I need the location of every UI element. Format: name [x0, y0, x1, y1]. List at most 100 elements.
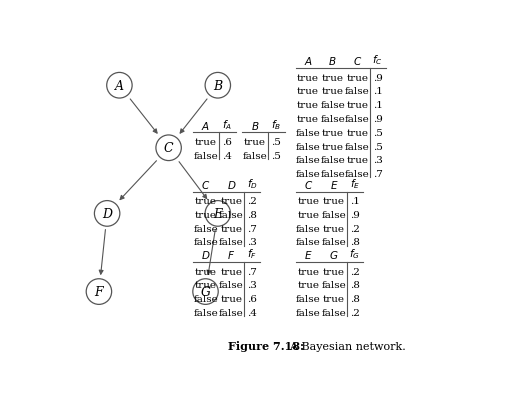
Text: .2: .2: [350, 267, 360, 276]
Text: false: false: [296, 294, 321, 303]
Text: $f_{G}$: $f_{G}$: [349, 247, 360, 261]
Text: false: false: [194, 238, 218, 247]
Text: $B$: $B$: [329, 55, 337, 67]
Text: $f_{F}$: $f_{F}$: [247, 247, 257, 261]
Text: $E$: $E$: [304, 249, 313, 261]
Text: true: true: [323, 294, 345, 303]
Text: false: false: [320, 115, 345, 124]
Text: .8: .8: [350, 281, 360, 290]
Text: F: F: [95, 286, 103, 298]
Text: true: true: [221, 197, 242, 206]
Text: false: false: [219, 211, 244, 220]
Text: $F$: $F$: [227, 249, 235, 261]
Text: .2: .2: [350, 308, 360, 317]
Text: .1: .1: [373, 101, 382, 110]
Text: $D$: $D$: [201, 249, 211, 261]
Text: .6: .6: [248, 294, 257, 303]
Text: false: false: [320, 101, 345, 110]
Text: true: true: [322, 142, 344, 151]
Text: $C$: $C$: [353, 55, 362, 67]
Ellipse shape: [94, 201, 120, 227]
Text: false: false: [194, 151, 218, 160]
Text: .2: .2: [350, 224, 360, 233]
Text: .1: .1: [373, 87, 382, 96]
Text: $A$: $A$: [202, 119, 211, 131]
Text: $f_{A}$: $f_{A}$: [222, 117, 232, 131]
Text: true: true: [221, 224, 242, 233]
Text: true: true: [195, 137, 217, 147]
Text: true: true: [195, 197, 217, 206]
Text: .9: .9: [373, 74, 382, 83]
Text: true: true: [297, 281, 320, 290]
Text: $C$: $C$: [304, 179, 313, 190]
Text: false: false: [219, 281, 244, 290]
Text: .3: .3: [248, 281, 257, 290]
Text: .7: .7: [248, 224, 257, 233]
Text: .9: .9: [350, 211, 360, 220]
Text: $f_{E}$: $f_{E}$: [350, 177, 360, 190]
Text: true: true: [322, 128, 344, 137]
Text: $B$: $B$: [251, 119, 259, 131]
Text: $A$: $A$: [304, 55, 313, 67]
Text: false: false: [296, 238, 321, 247]
Text: .5: .5: [271, 151, 281, 160]
Text: false: false: [320, 156, 345, 165]
Text: G: G: [200, 286, 211, 298]
Text: true: true: [323, 197, 345, 206]
Text: false: false: [296, 142, 321, 151]
Text: E: E: [213, 207, 222, 220]
Text: false: false: [345, 142, 370, 151]
Text: $f_{C}$: $f_{C}$: [372, 53, 383, 67]
Text: false: false: [296, 224, 321, 233]
Text: false: false: [345, 170, 370, 179]
Text: true: true: [323, 267, 345, 276]
Text: false: false: [296, 170, 321, 179]
Text: .6: .6: [222, 137, 232, 147]
Ellipse shape: [156, 136, 181, 161]
Ellipse shape: [205, 201, 231, 227]
Text: B: B: [213, 79, 222, 92]
Text: true: true: [346, 156, 368, 165]
Text: .8: .8: [248, 211, 257, 220]
Text: false: false: [296, 128, 321, 137]
Ellipse shape: [86, 279, 112, 305]
Text: .2: .2: [248, 197, 257, 206]
Text: false: false: [322, 211, 346, 220]
Text: .4: .4: [222, 151, 232, 160]
Text: true: true: [297, 101, 319, 110]
Text: .9: .9: [373, 115, 382, 124]
Text: .5: .5: [373, 142, 382, 151]
Text: true: true: [297, 197, 320, 206]
Ellipse shape: [193, 279, 218, 305]
Text: true: true: [346, 128, 368, 137]
Text: false: false: [322, 238, 346, 247]
Text: false: false: [296, 156, 321, 165]
Text: .7: .7: [248, 267, 257, 276]
Text: .8: .8: [350, 294, 360, 303]
Text: false: false: [219, 238, 244, 247]
Text: true: true: [221, 267, 242, 276]
Text: $G$: $G$: [329, 249, 339, 261]
Text: true: true: [195, 267, 217, 276]
Text: $D$: $D$: [226, 179, 236, 190]
Text: true: true: [297, 267, 320, 276]
Text: false: false: [322, 281, 346, 290]
Text: .5: .5: [373, 128, 382, 137]
Text: true: true: [322, 74, 344, 83]
Ellipse shape: [107, 73, 132, 99]
Text: true: true: [297, 211, 320, 220]
Text: .5: .5: [271, 137, 281, 147]
Text: true: true: [322, 87, 344, 96]
Text: true: true: [221, 294, 242, 303]
Text: .3: .3: [248, 238, 257, 247]
Text: true: true: [195, 281, 217, 290]
Text: .4: .4: [248, 308, 257, 317]
Text: A Bayesian network.: A Bayesian network.: [284, 341, 406, 351]
Text: false: false: [243, 151, 268, 160]
Text: $f_{B}$: $f_{B}$: [271, 117, 281, 131]
Text: .7: .7: [373, 170, 382, 179]
Text: true: true: [297, 74, 319, 83]
Text: false: false: [219, 308, 244, 317]
Text: true: true: [346, 101, 368, 110]
Text: false: false: [194, 308, 218, 317]
